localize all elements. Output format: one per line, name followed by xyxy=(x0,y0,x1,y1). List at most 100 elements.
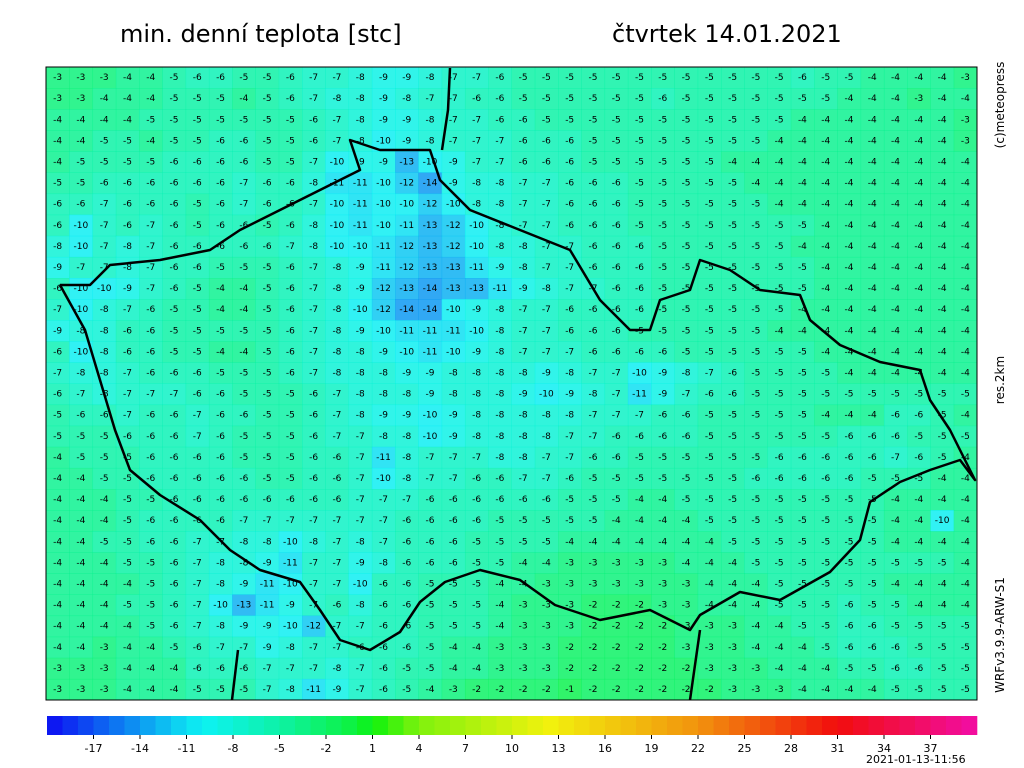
grid-cell xyxy=(371,341,396,363)
cell-value: -4 xyxy=(961,537,970,547)
grid-cell xyxy=(162,510,187,532)
grid-cell xyxy=(488,130,512,152)
grid-cell xyxy=(418,341,443,363)
cell-value: -10 xyxy=(376,474,391,484)
cell-value: -5 xyxy=(868,601,877,611)
cell-value: -3 xyxy=(542,643,551,653)
cell-value: -5 xyxy=(751,94,760,104)
cell-value: -8 xyxy=(100,326,109,336)
cell-value: -4 xyxy=(891,537,900,547)
grid-cell xyxy=(139,404,163,427)
cell-value: -6 xyxy=(914,453,923,463)
grid-cell xyxy=(930,510,955,532)
cell-value: -6 xyxy=(891,411,900,421)
cell-value: -3 xyxy=(76,664,85,674)
cell-value: -4 xyxy=(775,200,784,210)
grid-cell xyxy=(930,383,955,406)
cell-value: -5 xyxy=(914,685,923,695)
cell-value: -4 xyxy=(844,305,853,315)
cell-value: -7 xyxy=(332,390,341,400)
cell-value: -7 xyxy=(426,453,435,463)
grid-cell xyxy=(325,594,350,617)
scale-box xyxy=(450,716,466,735)
grid-cell xyxy=(395,362,419,384)
grid-cell xyxy=(674,510,699,532)
cell-value: -7 xyxy=(76,390,85,400)
cell-value: -5 xyxy=(751,516,760,526)
grid-cell xyxy=(697,594,722,617)
cell-value: -4 xyxy=(914,495,923,505)
grid-cell xyxy=(185,446,210,469)
cell-value: -5 xyxy=(868,579,877,589)
scale-box xyxy=(589,716,606,735)
cell-value: -5 xyxy=(588,157,597,167)
cell-value: -5 xyxy=(100,453,109,463)
grid-cell xyxy=(232,172,256,195)
grid-cell xyxy=(395,88,419,110)
grid-cell xyxy=(115,446,140,469)
grid-cell xyxy=(371,446,396,469)
cell-value: -5 xyxy=(798,390,807,400)
cell-value: -5 xyxy=(705,94,714,104)
cell-value: -7 xyxy=(356,664,365,674)
grid-cell xyxy=(208,573,233,595)
cell-value: -8 xyxy=(379,558,388,568)
grid-cell xyxy=(115,552,140,574)
cell-value: -6 xyxy=(402,516,411,526)
grid-cell xyxy=(720,151,745,173)
cell-value: -5 xyxy=(170,115,179,125)
grid-cell xyxy=(604,278,629,300)
cell-value: -12 xyxy=(376,305,391,315)
cell-value: -6 xyxy=(332,474,341,484)
cell-value: -6 xyxy=(565,305,574,315)
grid-cell xyxy=(395,67,419,89)
cell-value: -7 xyxy=(565,284,574,294)
cell-value: -7 xyxy=(100,242,109,252)
grid-cell xyxy=(325,573,350,595)
grid-cell xyxy=(185,425,210,448)
cell-value: -7 xyxy=(542,347,551,357)
cell-value: -6 xyxy=(868,643,877,653)
grid-cell xyxy=(534,256,559,279)
cell-value: -4 xyxy=(891,242,900,252)
cell-value: -4 xyxy=(495,579,504,589)
cell-value: -6 xyxy=(542,495,551,505)
grid-cell xyxy=(255,278,280,300)
cell-value: -5 xyxy=(426,579,435,589)
grid-cell xyxy=(534,130,559,152)
grid-cell xyxy=(255,88,280,110)
grid-cell xyxy=(139,552,163,574)
cell-value: -4 xyxy=(53,516,62,526)
grid-cell xyxy=(371,235,396,258)
grid-cell xyxy=(790,235,815,258)
grid-cell xyxy=(488,489,512,511)
grid-cell xyxy=(371,615,396,638)
grid-cell xyxy=(860,467,885,490)
grid-cell xyxy=(953,88,978,110)
grid-cell xyxy=(441,489,466,511)
cell-value: -5 xyxy=(263,263,272,273)
cell-value: -6 xyxy=(844,601,853,611)
scale-box xyxy=(698,716,714,735)
cell-value: -4 xyxy=(938,368,947,378)
cell-value: -5 xyxy=(751,221,760,231)
grid-cell xyxy=(441,299,466,321)
cell-value: -6 xyxy=(193,179,202,189)
grid-cell xyxy=(418,489,443,511)
grid-cell xyxy=(115,88,140,110)
cell-value: -5 xyxy=(100,136,109,146)
cell-value: -5 xyxy=(938,664,947,674)
grid-cell xyxy=(325,467,350,490)
cell-value: -7 xyxy=(123,368,132,378)
grid-cell xyxy=(720,172,745,195)
cell-value: -5 xyxy=(775,221,784,231)
grid-cell xyxy=(418,362,443,384)
grid-cell xyxy=(302,362,326,384)
cell-value: -7 xyxy=(76,263,85,273)
grid-cell xyxy=(744,510,769,532)
cell-value: -5 xyxy=(728,179,737,189)
grid-cell xyxy=(395,446,419,469)
cell-value: -5 xyxy=(844,558,853,568)
grid-cell xyxy=(139,193,163,216)
cell-value: -8 xyxy=(309,221,318,231)
